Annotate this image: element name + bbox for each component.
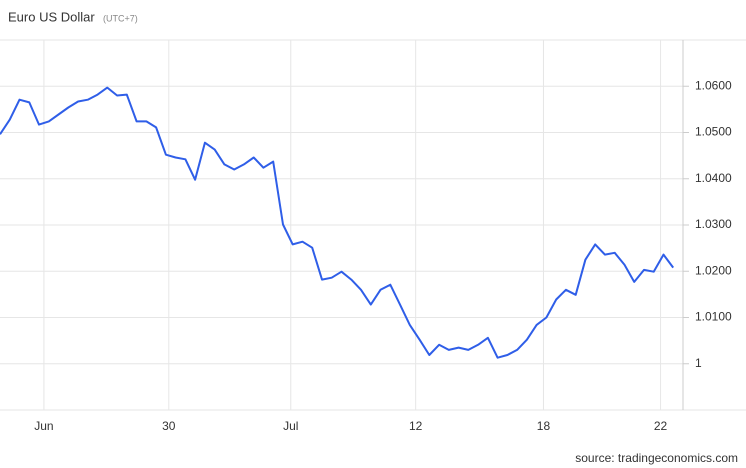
- x-tick-label: 18: [537, 419, 551, 433]
- y-tick-label: 1.0600: [695, 78, 732, 92]
- y-tick-label: 1.0200: [695, 263, 732, 277]
- y-tick-label: 1: [695, 356, 702, 370]
- y-tick-label: 1.0300: [695, 217, 732, 231]
- x-tick-label: Jun: [34, 419, 53, 433]
- y-tick-label: 1.0500: [695, 125, 732, 139]
- y-tick-label: 1.0400: [695, 171, 732, 185]
- x-tick-label: 30: [162, 419, 176, 433]
- chart-title: Euro US Dollar: [8, 9, 95, 24]
- chart-subtitle: (UTC+7): [103, 13, 138, 23]
- source: source: tradingeconomics.com: [575, 451, 738, 465]
- x-tick-label: Jul: [283, 419, 298, 433]
- x-tick-label: 22: [654, 419, 668, 433]
- line-series: [0, 86, 675, 359]
- x-tick-label: 12: [409, 419, 423, 433]
- y-tick-label: 1.0100: [695, 310, 732, 324]
